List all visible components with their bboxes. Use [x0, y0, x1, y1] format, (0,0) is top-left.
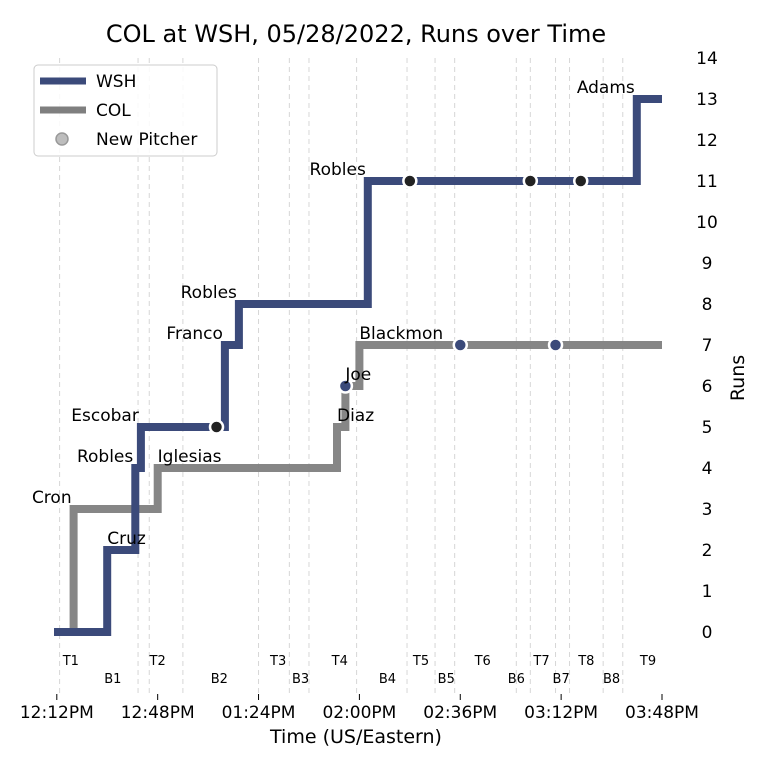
annotation-label: Robles: [77, 447, 133, 467]
new-pitcher-marker-col: [337, 378, 354, 394]
legend-box: [33, 64, 218, 157]
x-tick-label: 01:24PM: [222, 703, 296, 723]
inning-label: T7: [532, 654, 549, 669]
y-tick-label: 10: [696, 213, 718, 233]
y-tick-label: 0: [702, 623, 713, 643]
y-tick-label: 9: [702, 254, 713, 274]
x-tick-label: 02:36PM: [423, 703, 497, 723]
y-tick-label: 6: [702, 377, 713, 397]
inning-label: T6: [474, 654, 491, 669]
new-pitcher-marker-wsh: [522, 173, 539, 189]
series-line-col: [54, 341, 662, 636]
inning-label: B2: [211, 672, 228, 687]
inning-label: B6: [508, 672, 525, 687]
legend-wsh-label: WSH: [96, 72, 136, 92]
inning-label: T4: [331, 654, 348, 669]
x-tick-label: 03:12PM: [524, 703, 598, 723]
new-pitcher-marker-col: [547, 337, 564, 353]
annotation-label: Franco: [166, 324, 222, 344]
y-tick-label: 11: [696, 172, 718, 192]
y-tick-label: 4: [702, 459, 713, 479]
y-tick-label: 7: [702, 336, 713, 356]
chart-title: COL at WSH, 05/28/2022, Runs over Time: [106, 20, 606, 48]
y-tick-label: 5: [702, 418, 713, 438]
y-tick-label: 13: [696, 90, 718, 110]
new-pitcher-markers: [208, 173, 589, 435]
y-tick-label: 2: [702, 541, 713, 561]
y-axis-label: Runs: [727, 355, 749, 401]
annotation-label: Joe: [344, 365, 371, 385]
inning-labels: T1 B1 T2 B2 T3 B3 T4 B4 T5 B5 T6 B6 T7 B7 T8 B8 T9: [62, 654, 656, 687]
y-tick-label: 1: [702, 582, 713, 602]
y-tick-label: 3: [702, 500, 713, 520]
y-tick-label: 8: [702, 295, 713, 315]
x-tick-label: 02:00PM: [322, 703, 396, 723]
x-tick-label: 12:48PM: [121, 703, 195, 723]
x-axis-label: Time (US/Eastern): [269, 726, 442, 748]
annotation-label: Iglesias: [158, 447, 222, 467]
inning-label: B1: [104, 672, 121, 687]
legend-col-label: COL: [96, 101, 131, 121]
inning-label: B3: [292, 672, 309, 687]
inning-label: T3: [269, 654, 286, 669]
new-pitcher-marker-wsh: [402, 173, 418, 189]
inning-label: T8: [577, 654, 594, 669]
legend-new-pitcher-label: New Pitcher: [96, 130, 197, 150]
annotation-label: Adams: [577, 78, 635, 98]
x-tick-label: 12:12PM: [20, 703, 94, 723]
legend: WSH COL New Pitcher: [33, 64, 218, 157]
y-tick-label: 14: [696, 49, 718, 69]
inning-label: T5: [412, 654, 429, 669]
annotation-label: Cron: [32, 488, 72, 508]
series-line-wsh: [54, 95, 662, 636]
annotation-label: Robles: [181, 283, 237, 303]
inning-label: B7: [553, 672, 570, 687]
new-pitcher-marker-col: [452, 337, 469, 353]
x-tick-label: 03:48PM: [625, 703, 699, 723]
x-axis-ticks: 12:12PM 12:48PM 01:24PM 02:00PM 02:36PM 03:12…: [20, 694, 699, 723]
new-pitcher-marker-wsh: [208, 419, 225, 435]
annotation-label: Cruz: [107, 529, 146, 549]
new-pitcher-marker-wsh: [572, 173, 589, 189]
annotation-label: Robles: [310, 160, 366, 180]
inning-label: B4: [379, 672, 396, 687]
inning-label: T1: [62, 654, 79, 669]
inning-label: T9: [639, 654, 656, 669]
inning-label: B5: [438, 672, 455, 687]
annotation-label: Diaz: [337, 406, 374, 426]
y-tick-label: 12: [696, 131, 718, 151]
pitcher-annotations: Cron Cruz Robles Escobar Iglesias Franco Roble…: [32, 78, 635, 549]
inning-label: B8: [603, 672, 620, 687]
legend-new-pitcher-marker: [55, 132, 69, 146]
annotation-label: Blackmon: [359, 324, 443, 344]
series-lines: [54, 95, 662, 636]
inning-label: T2: [149, 654, 166, 669]
annotation-label: Escobar: [71, 406, 139, 426]
